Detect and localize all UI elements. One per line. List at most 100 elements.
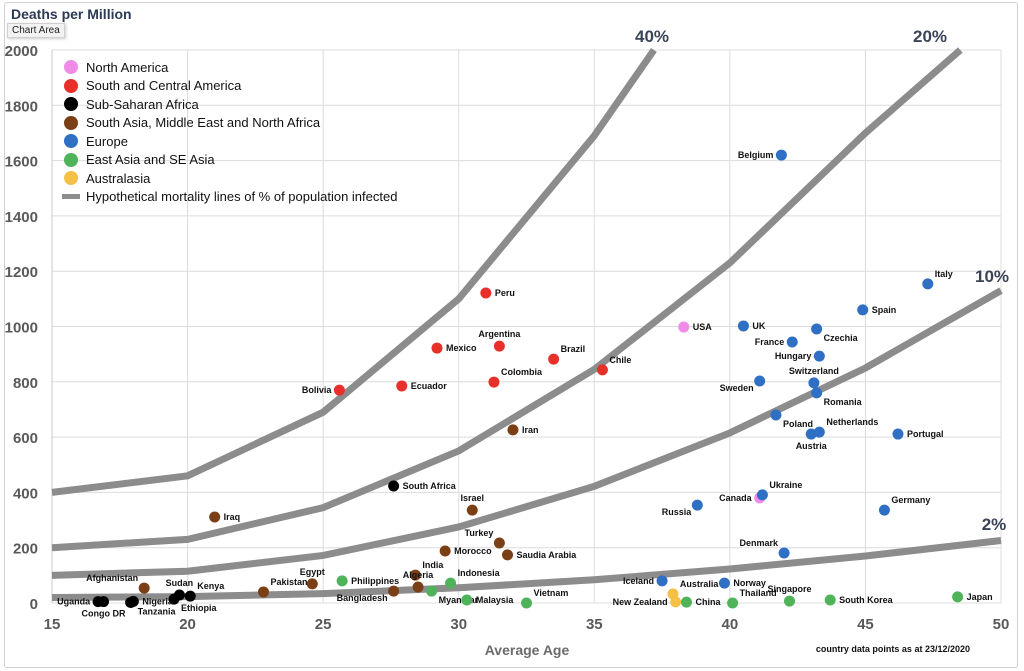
point-marker: [521, 597, 532, 609]
x-axis-ticks: 15 20 25 30 35 40 45 50: [44, 616, 1010, 633]
point-label: Egypt: [300, 567, 325, 577]
y-tick-label: 800: [13, 375, 38, 392]
data-point: Bangladesh: [337, 585, 400, 603]
data-point: Nigeria: [127, 595, 174, 607]
point-label: Norway: [733, 578, 766, 588]
legend-label: Australasia: [86, 170, 151, 186]
data-point: Turkey: [465, 528, 505, 549]
point-label: Romania: [824, 397, 863, 407]
data-point: Russia: [662, 499, 703, 517]
point-label: Bangladesh: [337, 593, 388, 603]
y-axis-ticks: 0 200 400 600 800 1000 1200 1400 1600 1800 2000: [5, 43, 38, 613]
point-label: South Africa: [403, 481, 457, 491]
point-label: Iceland: [623, 576, 654, 586]
point-label: Netherlands: [826, 417, 878, 427]
point-label: Belgium: [738, 150, 774, 160]
data-point: Sudan: [166, 578, 193, 601]
legend-item: South Asia, Middle East and North Africa: [62, 114, 397, 133]
mortality-line-label: 10%: [975, 267, 1009, 286]
point-label: Uganda: [57, 597, 91, 607]
x-tick-label: 20: [179, 616, 196, 633]
point-marker: [138, 582, 150, 594]
point-marker: [507, 424, 519, 436]
data-point: China: [680, 596, 721, 608]
data-point: Mexico: [431, 342, 477, 354]
legend-marker-icon: [64, 97, 78, 112]
point-label: Australia: [680, 579, 720, 589]
point-label: Philippines: [351, 576, 399, 586]
footnote: country data points as at 23/12/2020: [815, 644, 970, 654]
legend-label: North America: [86, 59, 169, 75]
point-label: Algeria: [403, 570, 435, 580]
y-tick-label: 1000: [5, 320, 38, 337]
data-point: Belgium: [738, 149, 787, 161]
legend-item: East Asia and SE Asia: [62, 151, 397, 170]
point-marker: [184, 590, 196, 602]
x-tick-label: 50: [993, 616, 1010, 633]
legend-label: Hypothetical mortality lines of % of pop…: [86, 189, 398, 205]
legend-marker-icon: [64, 152, 78, 167]
point-marker: [857, 304, 869, 316]
data-point: Denmark: [740, 538, 790, 559]
data-point: Switzerland: [789, 366, 839, 389]
point-label: China: [695, 597, 721, 607]
point-marker: [431, 342, 443, 354]
point-marker: [656, 575, 668, 587]
mortality-line-40pct: [51, 48, 657, 496]
point-marker: [811, 323, 823, 335]
data-point: Philippines: [336, 575, 399, 587]
x-tick-label: 15: [44, 616, 61, 633]
data-point: South Korea: [824, 594, 894, 606]
point-label: Colombia: [501, 367, 543, 377]
point-marker: [98, 596, 110, 608]
point-label: Singapore: [768, 584, 812, 594]
data-point: UK: [737, 320, 766, 332]
point-marker: [466, 504, 478, 516]
point-marker: [670, 596, 682, 608]
x-axis-label: Average Age: [485, 642, 570, 658]
point-marker: [596, 364, 608, 376]
point-label: Portugal: [907, 429, 944, 439]
mortality-line-label: 40%: [635, 27, 669, 46]
point-label: Denmark: [740, 538, 780, 548]
data-point: Italy: [922, 269, 953, 290]
point-marker: [173, 589, 185, 601]
point-label: Switzerland: [789, 366, 839, 376]
x-tick-label: 40: [722, 616, 739, 633]
point-marker: [409, 569, 421, 581]
data-point: Malaysia: [461, 594, 515, 606]
legend-label: South and Central America: [86, 78, 242, 94]
data-point: Iceland: [623, 575, 668, 587]
point-marker: [786, 336, 798, 348]
data-point: Austria: [796, 428, 828, 451]
data-point: Hungary: [775, 350, 825, 362]
legend-line-icon: [62, 194, 80, 200]
point-marker: [691, 499, 703, 511]
point-label: Kenya: [197, 581, 225, 591]
mortality-lines: 40% 20% 10% 2%: [51, 27, 1009, 601]
point-label: Thailand: [740, 588, 777, 598]
point-label: USA: [693, 322, 713, 332]
point-label: Saudia Arabia: [517, 550, 578, 560]
point-label: Germany: [891, 495, 930, 505]
point-label: Malaysia: [476, 595, 515, 605]
point-label: UK: [752, 321, 765, 331]
chart-area-frame[interactable]: [4, 2, 1018, 668]
point-marker: [388, 585, 400, 597]
legend-label: East Asia and SE Asia: [86, 152, 215, 168]
data-point: Chile: [596, 355, 631, 376]
data-point: Vietnam: [521, 588, 568, 609]
point-label: New Zealand: [613, 597, 668, 607]
data-point: Pakistan: [257, 577, 308, 598]
data-point: Germany: [878, 495, 930, 516]
data-point: Myanmar: [426, 585, 479, 605]
point-label: Chile: [609, 355, 631, 365]
gridlines: [51, 49, 1002, 604]
data-point: Argentina: [478, 329, 521, 352]
data-point: Spain: [857, 304, 896, 316]
data-point: Singapore: [768, 584, 812, 607]
point-label: Mexico: [446, 343, 477, 353]
point-label: Tanzania: [138, 606, 177, 616]
data-point: Israel: [461, 493, 484, 516]
point-label: Austria: [796, 441, 828, 451]
